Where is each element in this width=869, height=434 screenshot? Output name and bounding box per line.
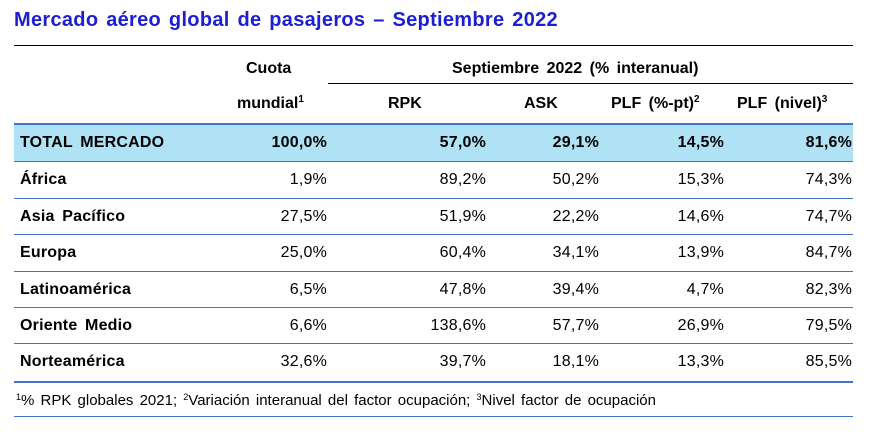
plf-pt-cell: 13,3% [677,353,724,370]
total-label: TOTAL MERCADO [20,134,165,151]
cuota-cell: 1,9% [289,171,327,188]
plf-nivel-cell: 79,5% [805,317,852,334]
header-bottom-rule [14,123,853,125]
header-cuota-line2: mundial1 [237,95,304,113]
rpk-cell: 47,8% [439,281,486,298]
footnote: 1% RPK globales 2021; 2Variación interan… [16,392,656,409]
total-plf-pt: 14,5% [677,134,724,151]
region-label: Latinoamérica [20,281,132,298]
header-cuota-text: mundial [237,95,299,112]
total-rpk: 57,0% [439,134,486,151]
header-plf-pt: PLF (%-pt)2 [611,95,700,113]
rpk-cell: 39,7% [439,353,486,370]
header-cuota-line1: Cuota [246,60,292,77]
ask-cell: 18,1% [552,353,599,370]
total-ask: 29,1% [552,134,599,151]
footnote-text-2: Variación interanual del factor ocupació… [188,392,477,409]
cuota-cell: 6,5% [289,281,327,298]
plf-nivel-cell: 84,7% [805,244,852,261]
region-label: Norteamérica [20,353,125,370]
plf-pt-cell: 4,7% [686,281,724,298]
plf-pt-cell: 14,6% [677,208,724,225]
header-plf-nivel: PLF (nivel)3 [737,95,827,113]
region-label: Oriente Medio [20,317,133,334]
footnote-sup-2: 2 [183,392,189,402]
footnote-marker-2: 2 [693,94,700,105]
plf-pt-cell: 15,3% [677,171,724,188]
footnote-text-3: Nivel factor de ocupación [481,392,656,409]
header-plf-pt-text: PLF (%-pt) [611,95,694,112]
ask-cell: 34,1% [552,244,599,261]
footnote-marker-3: 3 [821,94,828,105]
region-label: Asia Pacífico [20,208,126,225]
header-plf-nivel-text: PLF (nivel) [737,95,822,112]
title-rule [14,45,853,46]
ask-cell: 50,2% [552,171,599,188]
total-cuota: 100,0% [271,134,327,151]
row-divider [14,198,853,199]
header-period: Septiembre 2022 (% interanual) [452,60,699,77]
total-plf-nivel: 81,6% [805,134,852,151]
cuota-cell: 6,6% [289,317,327,334]
plf-nivel-cell: 82,3% [805,281,852,298]
rpk-cell: 89,2% [439,171,486,188]
plf-nivel-cell: 85,5% [805,353,852,370]
row-divider [14,307,853,308]
footnote-sup-1: 1 [16,392,22,402]
plf-nivel-cell: 74,3% [805,171,852,188]
row-divider [14,271,853,272]
footnote-rule [14,416,853,417]
page-title: Mercado aéreo global de pasajeros – Sept… [14,9,558,31]
footnote-marker-1: 1 [298,94,304,105]
cuota-cell: 32,6% [280,353,327,370]
total-row [14,125,853,161]
rpk-cell: 51,9% [439,208,486,225]
ask-cell: 39,4% [552,281,599,298]
footnote-text-1: % RPK globales 2021; [21,392,184,409]
header-ask: ASK [524,95,558,112]
rpk-cell: 138,6% [430,317,486,334]
region-label: África [20,171,67,188]
period-rule [328,83,853,84]
row-divider [14,234,853,235]
ask-cell: 22,2% [552,208,599,225]
cuota-cell: 27,5% [280,208,327,225]
rpk-cell: 60,4% [439,244,486,261]
table-bottom-rule [14,381,853,383]
region-label: Europa [20,244,77,261]
plf-pt-cell: 26,9% [677,317,724,334]
header-rpk: RPK [388,95,422,112]
footnote-sup-3: 3 [476,392,482,402]
total-bottom-rule [14,161,853,162]
plf-nivel-cell: 74,7% [805,208,852,225]
plf-pt-cell: 13,9% [677,244,724,261]
row-divider [14,343,853,344]
cuota-cell: 25,0% [280,244,327,261]
ask-cell: 57,7% [552,317,599,334]
